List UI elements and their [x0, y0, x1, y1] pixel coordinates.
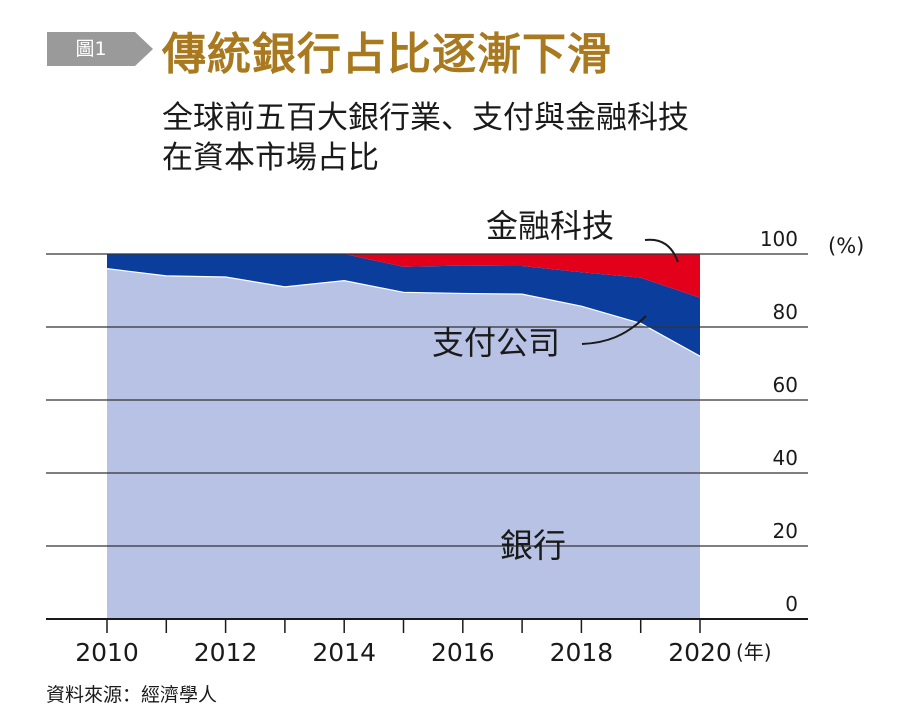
x-tick-label: 2012 [194, 638, 258, 667]
subtitle-line-2: 在資本市場占比 [162, 140, 379, 176]
figure-badge: 圖1 [47, 32, 159, 66]
x-tick-label: 2010 [75, 638, 139, 667]
y-tick-label: 20 [773, 519, 798, 543]
subtitle-line-1: 全球前五百大銀行業、支付與金融科技 [162, 100, 689, 136]
y-tick-label: 0 [785, 592, 798, 616]
area-banks [107, 268, 700, 619]
annotation-payments: 支付公司 [432, 324, 560, 362]
y-tick-label: 80 [773, 300, 798, 324]
badge-arrow [135, 32, 153, 66]
x-tick-label: 2014 [312, 638, 376, 667]
x-tick-label: 2020 [668, 638, 732, 667]
source-note: 資料來源：經濟學人 [46, 684, 218, 706]
x-unit-label: (年) [736, 640, 772, 664]
area-fintech [107, 254, 700, 298]
y-tick-label: 60 [773, 373, 798, 397]
annotation-banks: 銀行 [500, 526, 566, 565]
x-tick-label: 2016 [431, 638, 495, 667]
y-tick-label: 40 [773, 446, 798, 470]
y-tick-label: 100 [760, 227, 798, 251]
annotation-fintech: 金融科技 [486, 207, 614, 245]
annotation-fintech-leader [644, 238, 679, 263]
y-unit-label: (%) [828, 234, 864, 258]
annotation-payments-leader [581, 315, 647, 345]
badge-background [47, 32, 135, 66]
series-boundary-line [106, 268, 701, 357]
area-payments [107, 254, 700, 357]
badge-label: 圖1 [75, 38, 107, 60]
x-tick-label: 2018 [550, 638, 614, 667]
chart-title: 傳統銀行占比逐漸下滑 [162, 29, 612, 80]
chart-subtitle: 全球前五百大銀行業、支付與金融科技 在資本市場占比 [162, 98, 689, 178]
